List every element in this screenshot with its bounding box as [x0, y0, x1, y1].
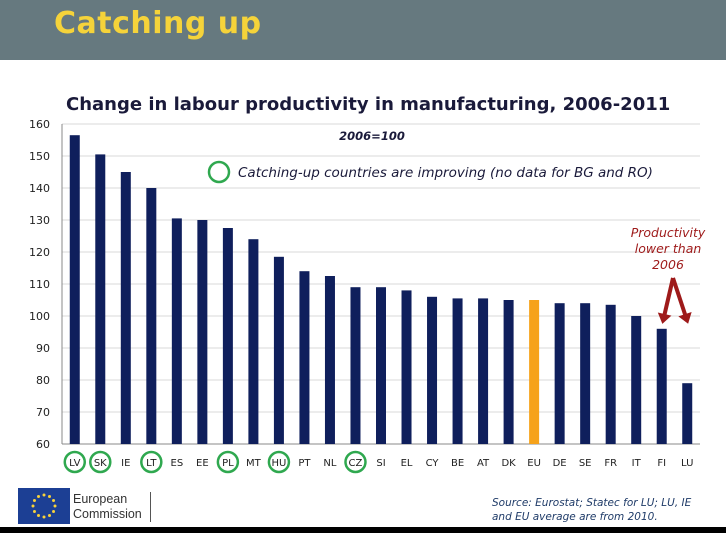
- y-tick-label: 160: [29, 118, 50, 131]
- y-tick-label: 60: [36, 438, 50, 451]
- bar-si: [376, 287, 386, 444]
- catching-up-circle: [216, 450, 240, 474]
- x-tick-label: IT: [632, 458, 642, 469]
- bar-fr: [605, 304, 616, 444]
- x-tick-label: BE: [451, 458, 464, 469]
- y-tick-label: 120: [29, 246, 50, 259]
- bar-ie: [120, 172, 131, 444]
- bar-el: [401, 290, 412, 444]
- y-tick-label: 110: [29, 278, 50, 291]
- y-tick-label: 140: [29, 182, 50, 195]
- x-tick-label: DE: [553, 458, 567, 469]
- bar-eu: [529, 300, 540, 444]
- annotation-text: lower than: [635, 241, 702, 256]
- header-banner: Catching up: [0, 0, 726, 60]
- catching-up-circle: [140, 450, 163, 474]
- annotation-text: Productivity: [631, 225, 706, 240]
- bar-es: [171, 218, 182, 444]
- x-tick-label: EU: [527, 458, 541, 469]
- legend-circle-icon: [207, 160, 231, 184]
- arrow-to-fi-head: [657, 312, 672, 324]
- arrow-to-lu-head: [678, 312, 692, 324]
- x-tick-label: HU: [271, 458, 286, 469]
- slide-title: Catching up: [54, 6, 262, 41]
- bar-lt: [146, 188, 157, 444]
- y-tick-label: 150: [29, 150, 50, 163]
- arrow-to-lu: [671, 277, 689, 319]
- x-tick-label: LV: [69, 458, 80, 469]
- x-tick-label: SK: [94, 458, 107, 469]
- source-line-1: Source: Eurostat; Statec for LU; LU, IE: [492, 497, 692, 509]
- x-tick-label: LT: [146, 458, 157, 469]
- brand-line-1: European: [73, 492, 128, 506]
- bar-pt: [299, 271, 310, 444]
- brand-line-2: Commission: [73, 507, 142, 521]
- bar-lu: [682, 383, 693, 444]
- y-tick-label: 90: [36, 342, 50, 355]
- bar-mt: [248, 239, 259, 444]
- bar-ee: [197, 220, 208, 444]
- catching-up-circle: [89, 450, 112, 474]
- bar-cy: [427, 296, 438, 444]
- x-tick-label: PL: [222, 458, 234, 469]
- bar-lv: [69, 135, 80, 444]
- x-tick-label: CZ: [349, 458, 363, 469]
- x-tick-label: IE: [121, 458, 130, 469]
- source-note: Source: Eurostat; Statec for LU; LU, IE …: [492, 496, 724, 524]
- bar-se: [580, 303, 591, 444]
- bar-dk: [503, 300, 514, 444]
- y-tick-label: 100: [29, 310, 50, 323]
- x-tick-label: DK: [501, 458, 516, 469]
- y-tick-label: 70: [36, 406, 50, 419]
- catching-up-circle: [267, 450, 291, 474]
- bar-sk: [95, 154, 106, 444]
- x-tick-label: PT: [298, 458, 311, 469]
- catching-up-circle: [63, 450, 87, 474]
- x-tick-label: MT: [246, 458, 262, 469]
- catching-up-circle: [344, 450, 367, 474]
- legend-text: Catching-up countries are improving (no …: [238, 165, 653, 181]
- x-tick-label: SI: [376, 458, 385, 469]
- x-tick-label: CY: [426, 458, 440, 469]
- bar-pl: [222, 228, 233, 444]
- bar-at: [478, 298, 489, 444]
- x-tick-label: SE: [579, 458, 592, 469]
- x-tick-label: NL: [323, 458, 336, 469]
- commission-brand: European Commission: [73, 492, 151, 522]
- y-tick-label: 80: [36, 374, 50, 387]
- eu-flag-logo: [18, 488, 70, 528]
- chart-subtitle: 2006=100: [339, 129, 405, 143]
- bar-cz: [350, 287, 361, 444]
- bar-nl: [324, 276, 335, 444]
- bar-it: [631, 316, 642, 444]
- bar-be: [452, 298, 463, 444]
- x-tick-label: ES: [171, 458, 184, 469]
- y-tick-label: 130: [29, 214, 50, 227]
- arrow-to-fi: [661, 277, 675, 319]
- x-tick-label: EL: [401, 458, 413, 469]
- footer-bar: [0, 527, 726, 533]
- chart-title: Change in labour productivity in manufac…: [66, 94, 671, 115]
- bar-fi: [656, 328, 667, 444]
- x-tick-label: FR: [604, 458, 617, 469]
- x-tick-label: EE: [196, 458, 209, 469]
- bar-de: [554, 303, 565, 444]
- x-tick-label: AT: [477, 458, 490, 469]
- annotation-text: 2006: [652, 257, 684, 272]
- source-line-2: and EU average are from 2010.: [492, 511, 658, 523]
- bar-hu: [273, 256, 284, 444]
- x-tick-label: FI: [657, 458, 666, 469]
- x-tick-label: LU: [681, 458, 693, 469]
